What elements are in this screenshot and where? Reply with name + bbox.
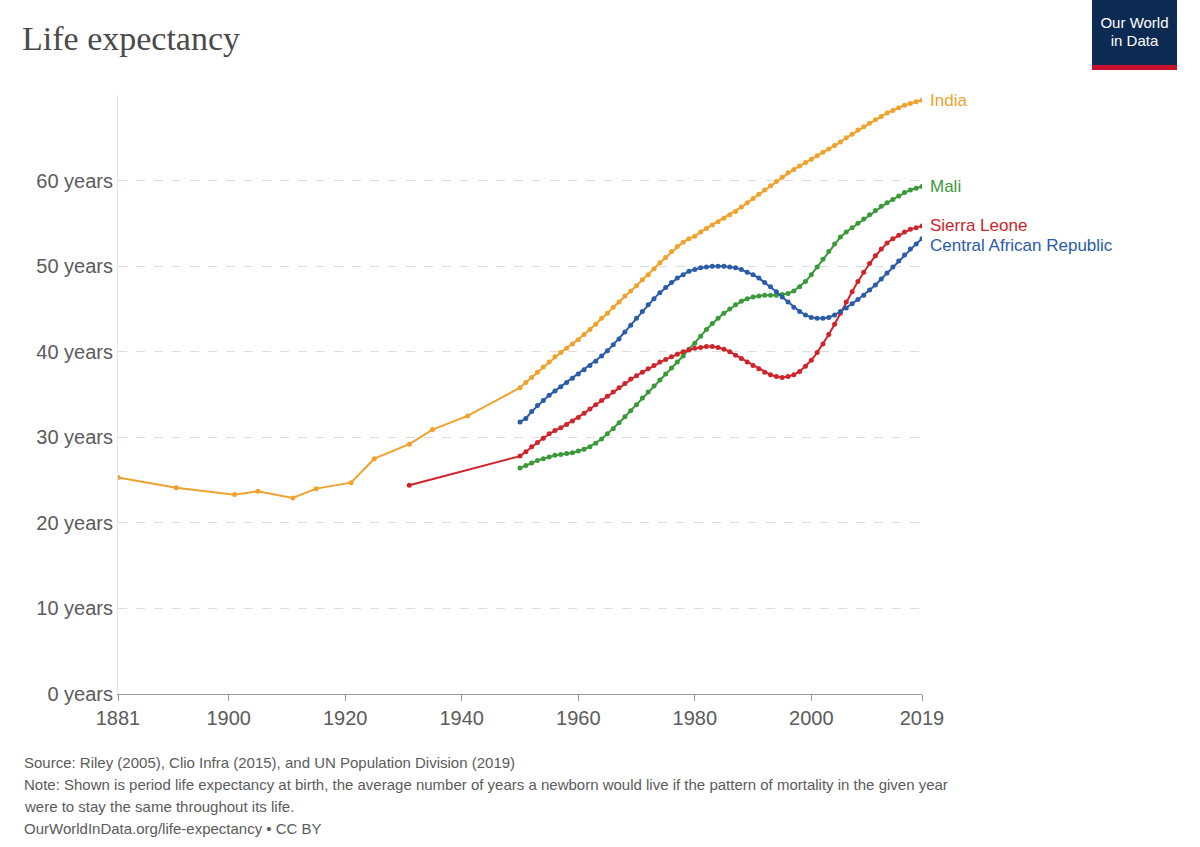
svg-text:1940: 1940 bbox=[439, 707, 484, 729]
svg-text:1960: 1960 bbox=[556, 707, 601, 729]
svg-text:40 years: 40 years bbox=[36, 341, 113, 363]
svg-text:60 years: 60 years bbox=[36, 170, 113, 192]
html-text:Our World: Our World bbox=[1100, 14, 1169, 31]
svg-text:1900: 1900 bbox=[206, 707, 251, 729]
svg-text:Life expectancy: Life expectancy bbox=[22, 20, 240, 57]
svg-text:0 years: 0 years bbox=[47, 683, 113, 705]
svg-text:were to stay the same througho: were to stay the same throughout its lif… bbox=[24, 798, 294, 815]
svg-text:10 years: 10 years bbox=[36, 597, 113, 619]
html-text:in Data: in Data bbox=[1110, 32, 1159, 49]
svg-text:2019: 2019 bbox=[900, 707, 945, 729]
svg-text:2000: 2000 bbox=[789, 707, 834, 729]
svg-text:30 years: 30 years bbox=[36, 426, 113, 448]
svg-text:1920: 1920 bbox=[323, 707, 368, 729]
svg-text:Sierra Leone: Sierra Leone bbox=[930, 216, 1027, 235]
svg-text:India: India bbox=[930, 91, 967, 110]
svg-text:OurWorldInData.org/life-expect: OurWorldInData.org/life-expectancy • CC … bbox=[24, 820, 322, 837]
svg-text:50 years: 50 years bbox=[36, 255, 113, 277]
svg-text:1980: 1980 bbox=[673, 707, 718, 729]
svg-text:Central African Republic: Central African Republic bbox=[930, 236, 1113, 255]
svg-text:Source: Riley (2005), Clio Inf: Source: Riley (2005), Clio Infra (2015),… bbox=[24, 754, 515, 771]
svg-text:1881: 1881 bbox=[96, 707, 141, 729]
svg-text:20 years: 20 years bbox=[36, 512, 113, 534]
svg-text:Note: Shown is period life exp: Note: Shown is period life expectancy at… bbox=[24, 776, 948, 793]
svg-text:Mali: Mali bbox=[930, 177, 961, 196]
